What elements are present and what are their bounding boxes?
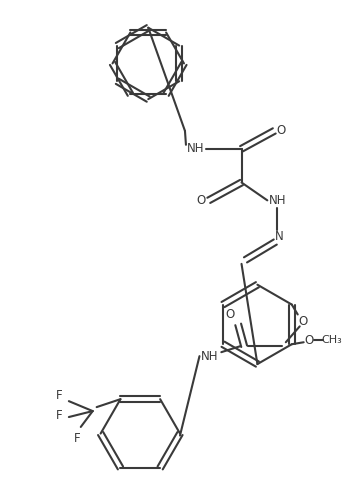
Text: O: O bbox=[276, 124, 286, 137]
Text: N: N bbox=[275, 230, 284, 243]
Text: O: O bbox=[226, 308, 235, 321]
Text: NH: NH bbox=[187, 142, 204, 155]
Text: F: F bbox=[56, 389, 62, 401]
Text: F: F bbox=[73, 432, 80, 445]
Text: F: F bbox=[56, 408, 62, 422]
Text: NH: NH bbox=[201, 350, 218, 363]
Text: CH₃: CH₃ bbox=[321, 335, 342, 345]
Text: O: O bbox=[298, 315, 307, 328]
Text: O: O bbox=[196, 194, 206, 207]
Text: NH: NH bbox=[269, 194, 286, 207]
Text: O: O bbox=[304, 334, 313, 347]
